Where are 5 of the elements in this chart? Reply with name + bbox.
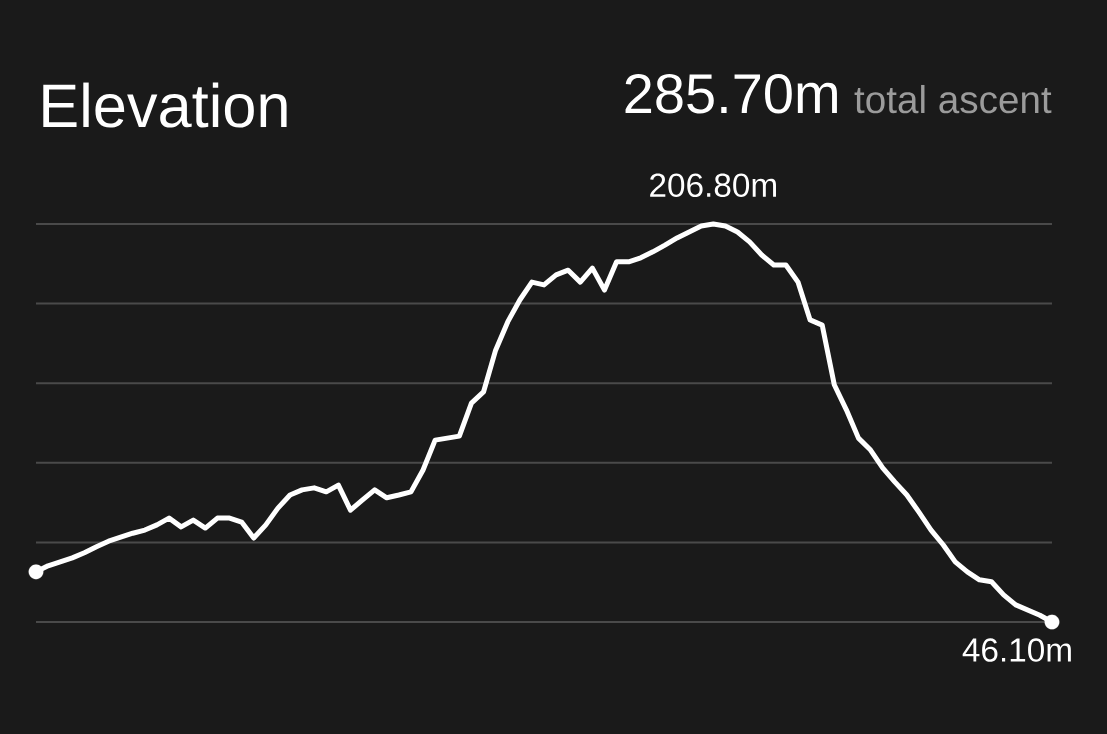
text: 206.80m <box>650 173 776 198</box>
text: total ascent <box>854 84 1052 114</box>
chart-title: Elevation <box>43 82 287 128</box>
text: 285.70m <box>625 73 837 114</box>
text: 46.10m <box>962 638 1071 662</box>
